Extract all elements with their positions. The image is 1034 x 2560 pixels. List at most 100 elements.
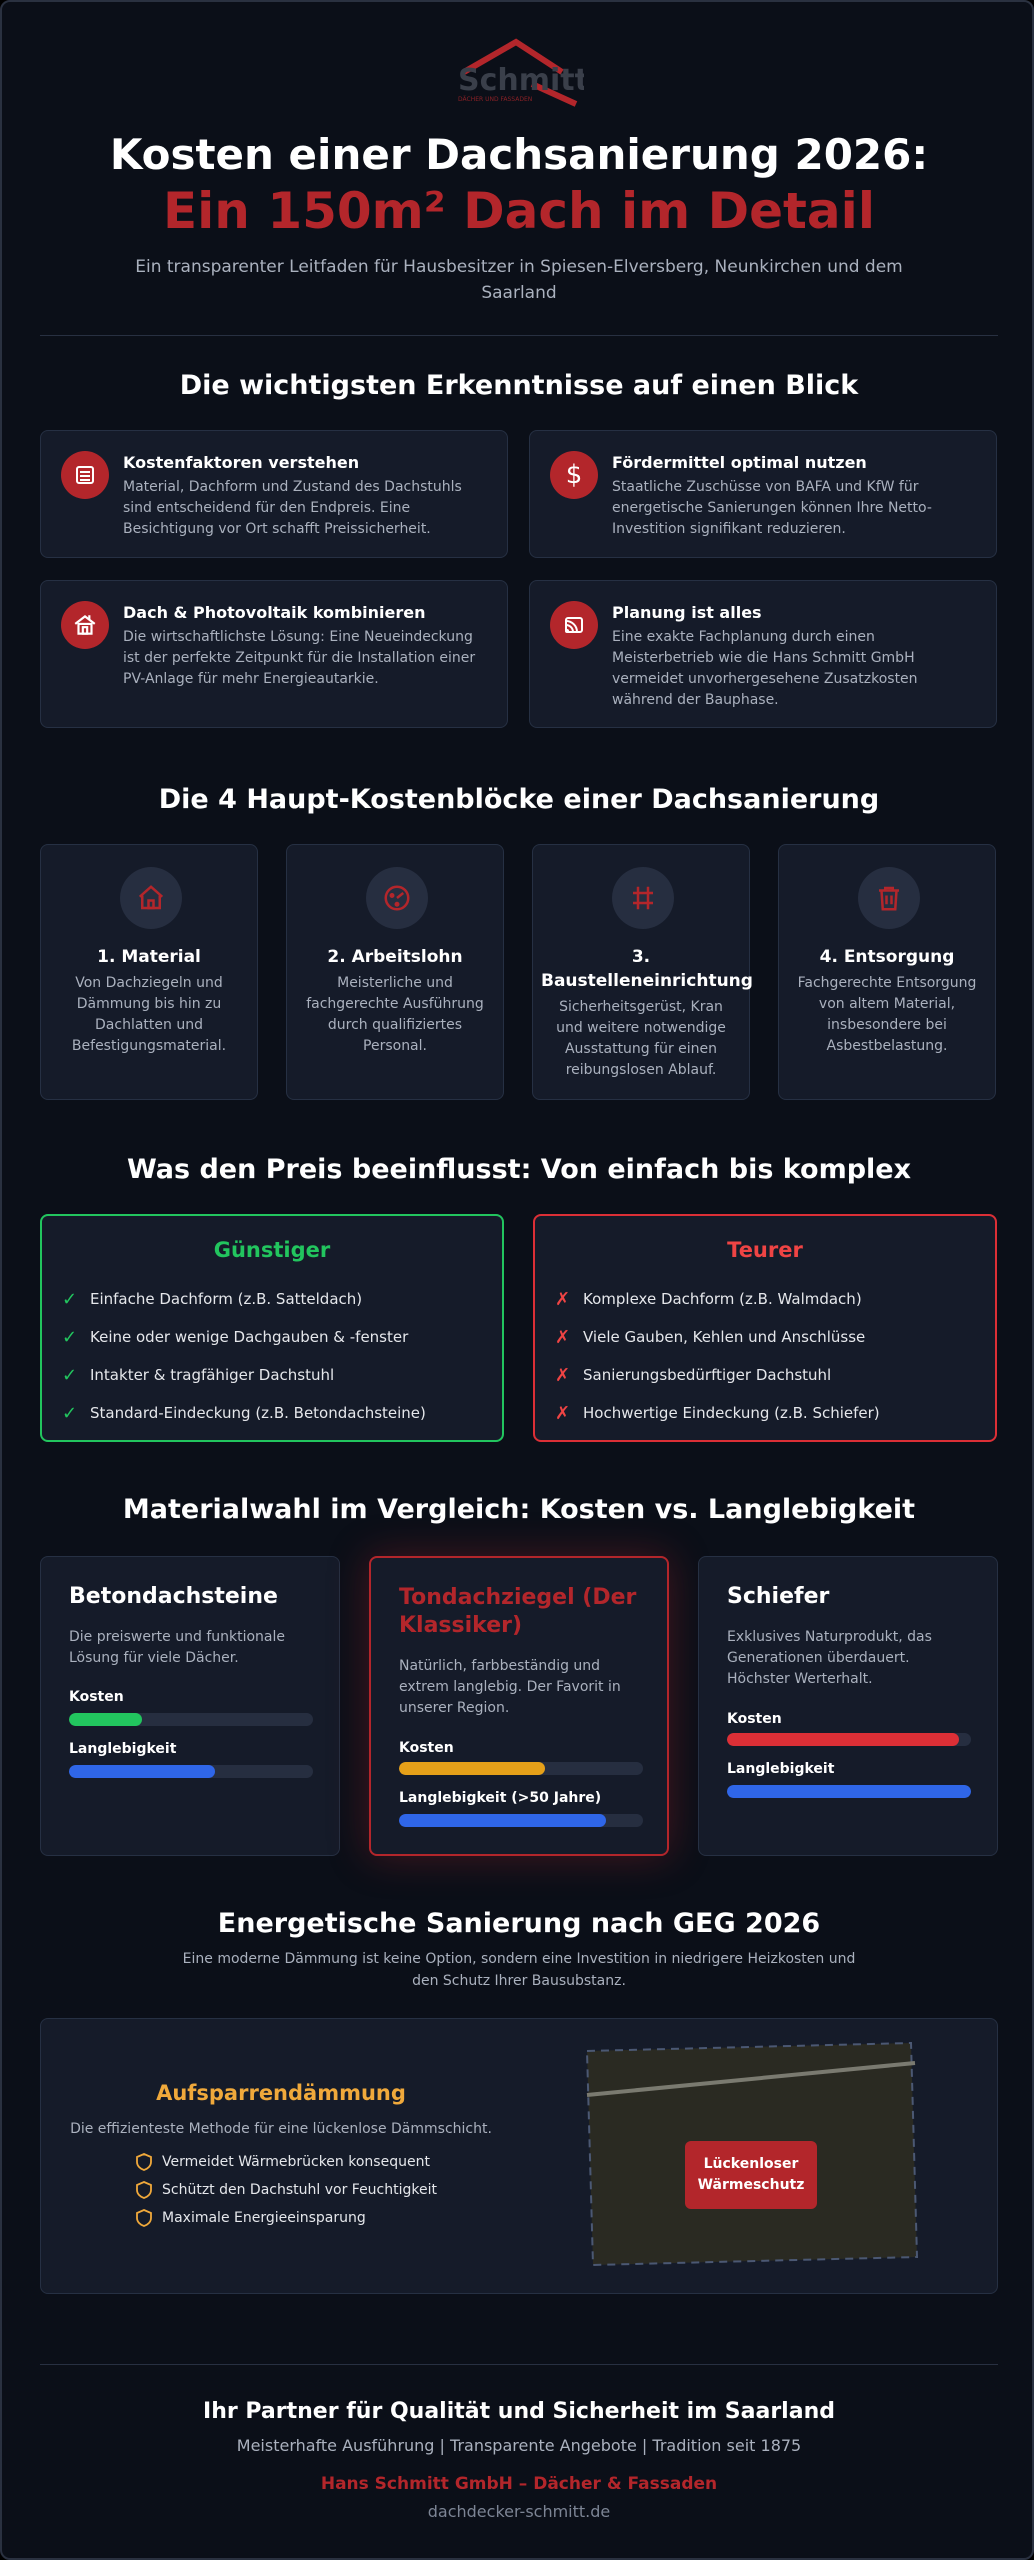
cost-block-text: Meisterliche und fachgerechte Ausführung…	[306, 975, 484, 1054]
longevity-bar	[727, 1785, 971, 1798]
check-icon: ✓	[62, 1364, 78, 1386]
header-divider	[40, 335, 998, 336]
insight-title: Kostenfaktoren verstehen	[123, 453, 360, 472]
material-desc: Natürlich, farbbeständig und extrem lang…	[399, 1658, 621, 1716]
check-icon: ✓	[62, 1288, 78, 1310]
longevity-bar	[69, 1765, 313, 1778]
cost-blocks-title: Die 4 Haupt-Kostenblöcke einer Dachsanie…	[158, 784, 880, 815]
list-item: Schützt den Dachstuhl vor Feuchtigkeit	[136, 2176, 437, 2204]
cost-block-text: Von Dachziegeln und Dämmung bis hin zu D…	[71, 975, 227, 1054]
insight-title: Fördermittel optimal nutzen	[612, 453, 867, 472]
cost-bar-fill	[69, 1713, 143, 1726]
materials-title: Materialwahl im Vergleich: Kosten vs. La…	[122, 1494, 916, 1525]
shield-icon	[136, 2209, 152, 2227]
insights-title: Die wichtigsten Erkenntnisse auf einen B…	[179, 370, 859, 401]
scaffold-icon	[612, 867, 674, 929]
material-name: Tondachziegel (Der Klassiker)	[399, 1585, 637, 1638]
geg-title: Energetische Sanierung nach GEG 2026	[217, 1908, 821, 1939]
price-factors-title: Was den Preis beeinflusst: Von einfach b…	[126, 1154, 912, 1185]
footer-subtitle: Meisterhafte Ausführung | Transparente A…	[236, 2436, 802, 2455]
website-link[interactable]: dachdecker-schmitt.de	[427, 2502, 611, 2521]
list-item: ✓ Keine oder wenige Dachgauben & -fenster	[62, 1326, 409, 1348]
cost-bar	[727, 1733, 971, 1746]
material-name: Schiefer	[727, 1584, 830, 1609]
insight-card: Dach & Photovoltaik kombinieren Die wirt…	[40, 580, 508, 728]
pricier-title: Teurer	[727, 1238, 803, 1262]
cost-bar	[399, 1762, 643, 1775]
material-card: Schiefer Exklusives Naturprodukt, das Ge…	[698, 1556, 998, 1856]
cross-icon: ✗	[555, 1288, 571, 1310]
list-item: ✗ Viele Gauben, Kehlen und Anschlüsse	[555, 1326, 866, 1348]
cross-icon: ✗	[555, 1364, 571, 1386]
cost-label: Kosten	[727, 1711, 782, 1727]
insight-card: $ Fördermittel optimal nutzen Staatliche…	[529, 430, 997, 558]
footer-title: Ihr Partner für Qualität und Sicherheit …	[203, 2399, 835, 2424]
dollar-icon: $	[550, 451, 598, 499]
cost-block-title: 1. Material	[97, 947, 201, 967]
list-item: ✓ Einfache Dachform (z.B. Satteldach)	[62, 1288, 363, 1310]
cost-block-title: 4. Entsorgung	[819, 947, 955, 967]
shield-icon	[136, 2153, 152, 2171]
method-desc: Die effizienteste Methode für eine lücke…	[70, 2121, 492, 2137]
shield-icon	[136, 2181, 152, 2199]
longevity-bar	[399, 1814, 643, 1827]
list-item: Vermeidet Wärmebrücken konsequent	[136, 2148, 437, 2176]
longevity-label: Langlebigkeit	[727, 1761, 835, 1777]
material-desc: Exklusives Naturprodukt, das Generatione…	[727, 1629, 932, 1687]
longevity-label: Langlebigkeit (>50 Jahre)	[399, 1790, 602, 1806]
svg-text:Schmitt: Schmitt	[458, 63, 584, 98]
material-card: Betondachsteine Die preiswerte und funkt…	[40, 1556, 340, 1856]
cost-block-title: 2. Arbeitslohn	[327, 947, 463, 967]
material-name: Betondachsteine	[69, 1584, 278, 1609]
geg-subtitle: Eine moderne Dämmung ist keine Option, s…	[182, 1951, 856, 1989]
insight-title: Dach & Photovoltaik kombinieren	[123, 603, 426, 622]
insight-card: Kostenfaktoren verstehen Material, Dachf…	[40, 430, 508, 558]
cross-icon: ✗	[555, 1402, 571, 1424]
benefits-list: Vermeidet Wärmebrücken konsequent Schütz…	[136, 2148, 437, 2232]
longevity-label: Langlebigkeit	[69, 1741, 177, 1757]
cross-icon: ✗	[555, 1326, 571, 1348]
footer-divider	[40, 2364, 998, 2365]
list-item: Maximale Energieeinsparung	[136, 2204, 437, 2232]
list-item: ✗ Sanierungsbedürftiger Dachstuhl	[555, 1364, 832, 1386]
blueprint-icon	[550, 601, 598, 649]
list-icon	[61, 451, 109, 499]
cost-block-title: 3. Baustelleneinrichtung	[541, 947, 753, 991]
list-item: ✓ Standard-Eindeckung (z.B. Betondachstei…	[62, 1402, 426, 1424]
cost-label: Kosten	[399, 1740, 454, 1756]
material-card-featured: Tondachziegel (Der Klassiker) Natürlich,…	[369, 1556, 669, 1856]
insulation-card: Aufsparrendämmung Die effizienteste Meth…	[40, 2018, 998, 2294]
cost-block-card: 2. Arbeitslohn Meisterliche und fachgere…	[286, 844, 504, 1100]
list-item: ✗ Hochwertige Eindeckung (z.B. Schiefer)	[555, 1402, 880, 1424]
solar-house-icon	[61, 601, 109, 649]
cost-bar	[69, 1713, 313, 1726]
method-title: Aufsparrendämmung	[156, 2081, 406, 2105]
list-item: ✓ Intakter & tragfähiger Dachstuhl	[62, 1364, 335, 1386]
pricier-factors-card: Teurer ✗ Komplexe Dachform (z.B. Walmdach…	[533, 1214, 997, 1442]
cost-block-text: Sicherheitsgerüst, Kran und weitere notw…	[556, 999, 726, 1078]
svg-text:DÄCHER UND FASSADEN: DÄCHER UND FASSADEN	[458, 96, 532, 103]
cost-block-card: 1. Material Von Dachziegeln und Dämmung …	[40, 844, 258, 1100]
insight-title: Planung ist alles	[612, 603, 762, 622]
list-item: ✗ Komplexe Dachform (z.B. Walmdach)	[555, 1288, 862, 1310]
check-icon: ✓	[62, 1402, 78, 1424]
insight-text: Eine exakte Fachplanung durch einen Meis…	[612, 629, 918, 708]
protection-badge: Lückenloser Wärmeschutz	[685, 2141, 817, 2209]
material-desc: Die preiswerte und funktionale Lösung fü…	[69, 1629, 286, 1666]
insight-text: Die wirtschaftlichste Lösung: Eine Neuei…	[123, 629, 476, 687]
cost-bar-fill	[399, 1762, 546, 1775]
cost-block-card: 4. Entsorgung Fachgerechte Entsorgung vo…	[778, 844, 996, 1100]
page-title: Kosten einer Dachsanierung 2026:	[109, 130, 929, 179]
cost-bar-fill	[727, 1733, 959, 1746]
insulation-illustration: Lückenloser Wärmeschutz	[581, 2039, 921, 2271]
cheaper-factors-card: Günstiger ✓ Einfache Dachform (z.B. Satte…	[40, 1214, 504, 1442]
trash-icon	[858, 867, 920, 929]
insight-card: Planung ist alles Eine exakte Fachplanun…	[529, 580, 997, 728]
cost-block-text: Fachgerechte Entsorgung von altem Materi…	[797, 975, 977, 1054]
page-subtitle: Ein transparenter Leitfaden für Hausbesi…	[135, 257, 903, 303]
insight-text: Staatliche Zuschüsse von BAFA und KfW fü…	[612, 479, 932, 537]
company-logo: Schmitt DÄCHER UND FASSADEN	[454, 38, 589, 110]
cheaper-title: Günstiger	[213, 1238, 331, 1262]
company-name: Hans Schmitt GmbH – Dächer & Fassaden	[320, 2474, 718, 2494]
longevity-bar-fill	[69, 1765, 216, 1778]
